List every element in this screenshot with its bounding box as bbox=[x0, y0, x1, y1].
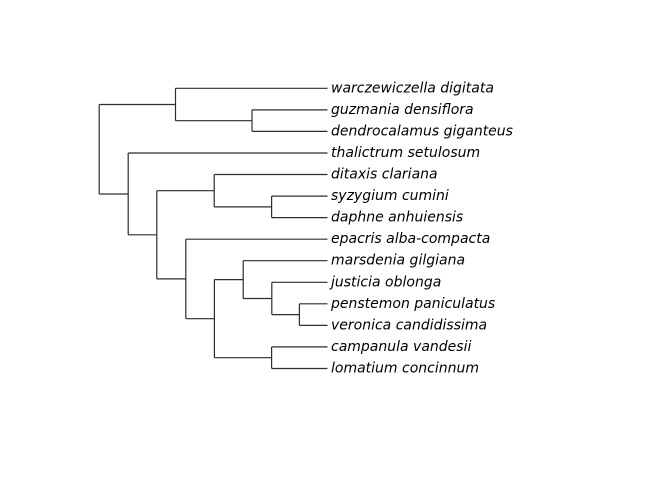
taxon-label: warczewiczella digitata bbox=[331, 80, 494, 96]
taxon-label: veronica candidissima bbox=[331, 317, 487, 333]
taxon-label: penstemon paniculatus bbox=[330, 296, 495, 312]
taxon-label: marsdenia gilgiana bbox=[331, 253, 465, 269]
taxon-label: dendrocalamus giganteus bbox=[331, 123, 513, 139]
taxon-label: thalictrum setulosum bbox=[331, 145, 480, 161]
tree-branches bbox=[98, 87, 328, 370]
taxon-labels: warczewiczella digitata guzmania densiflo… bbox=[329, 80, 513, 376]
taxon-label: epacris alba-compacta bbox=[331, 231, 490, 247]
taxon-label: ditaxis clariana bbox=[331, 167, 438, 183]
taxon-label: guzmania densiflora bbox=[331, 102, 474, 118]
taxon-label: lomatium concinnum bbox=[331, 361, 479, 377]
taxon-label: syzygium cumini bbox=[331, 188, 449, 204]
taxon-label: justicia oblonga bbox=[329, 274, 441, 290]
taxon-label: daphne anhuiensis bbox=[331, 210, 463, 226]
taxon-label: campanula vandesii bbox=[331, 339, 471, 355]
